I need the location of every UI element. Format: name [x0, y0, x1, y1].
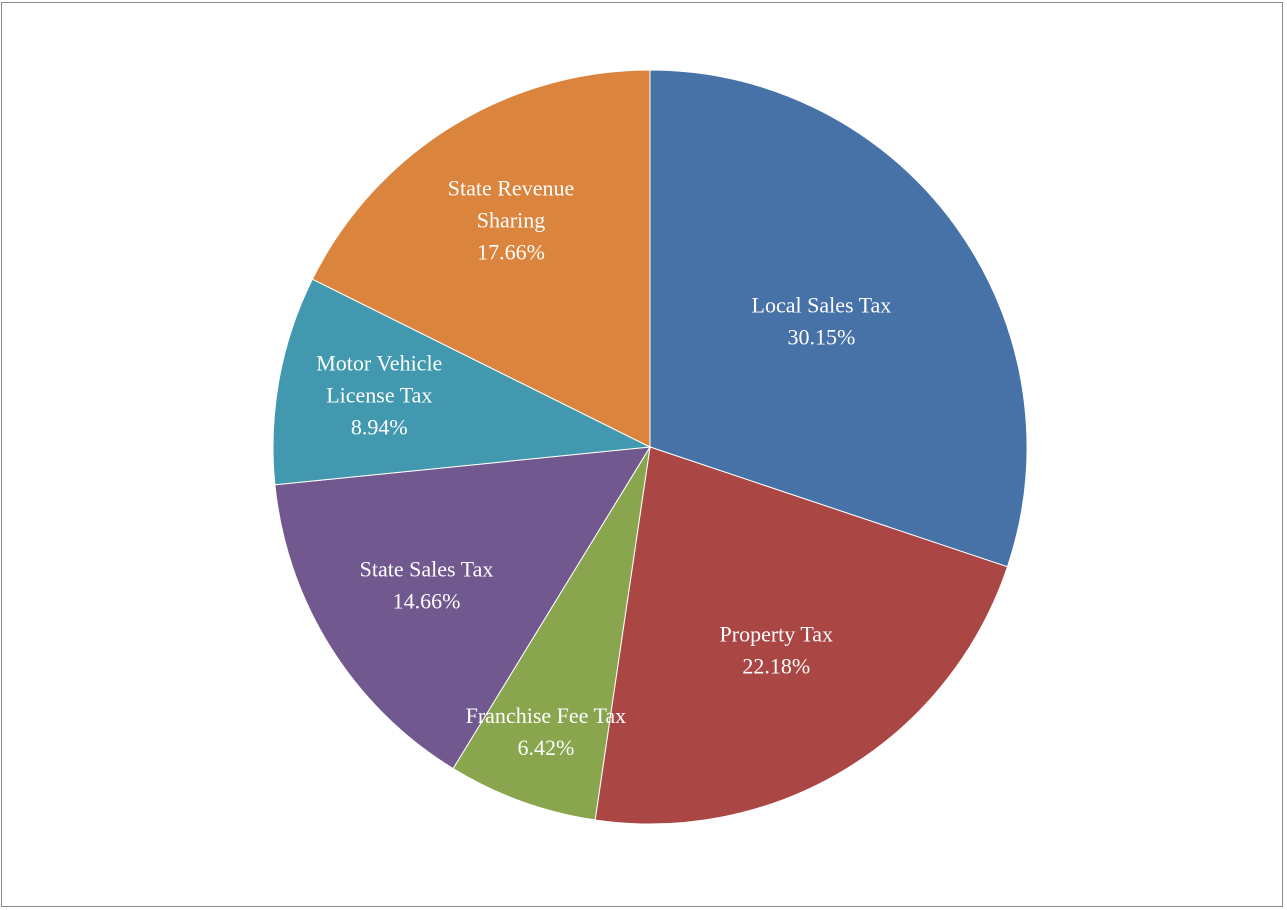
slice-percent: 17.66%: [477, 240, 545, 265]
slice-label-3: State Sales Tax 14.66%: [360, 556, 494, 613]
slice-name-line: State Sales Tax: [360, 556, 494, 581]
pie-slice-4: [272, 278, 652, 486]
slice-name-line: Motor Vehicle: [316, 351, 442, 376]
slice-label-2: Franchise Fee Tax 6.42%: [466, 703, 627, 760]
slice-label-1: Property Tax 22.18%: [720, 622, 834, 679]
slice-percent: 14.66%: [393, 588, 461, 613]
slice-percent: 22.18%: [742, 654, 810, 679]
slice-label-0: Local Sales Tax 30.15%: [752, 293, 892, 350]
slice-percent: 6.42%: [517, 735, 574, 760]
slice-name-line: Sharing: [477, 208, 545, 233]
slice-name-line: License Tax: [326, 383, 432, 408]
pie-chart: Local Sales Tax 30.15% Property Tax 22.18% F…: [272, 69, 1028, 825]
slice-name-line: State Revenue: [448, 176, 574, 201]
pie-slice-3: [274, 446, 651, 770]
slice-label-5: State Revenue Sharing 17.66%: [448, 176, 574, 265]
slice-name-line: Property Tax: [720, 622, 834, 647]
pie-slices: [272, 69, 1028, 825]
slice-percent: 30.15%: [787, 325, 855, 350]
slice-name-line: Franchise Fee Tax: [466, 703, 627, 728]
pie-slice-5: [311, 69, 651, 448]
pie-slice-2: [452, 446, 651, 821]
slice-label-4: Motor Vehicle License Tax 8.94%: [316, 351, 442, 440]
slice-name-line: Local Sales Tax: [752, 293, 892, 318]
slice-percent: 8.94%: [351, 415, 408, 440]
pie-slice-0: [649, 69, 1028, 568]
pie-slice-1: [594, 446, 1009, 825]
pie-labels: Local Sales Tax 30.15% Property Tax 22.18% F…: [316, 176, 891, 760]
